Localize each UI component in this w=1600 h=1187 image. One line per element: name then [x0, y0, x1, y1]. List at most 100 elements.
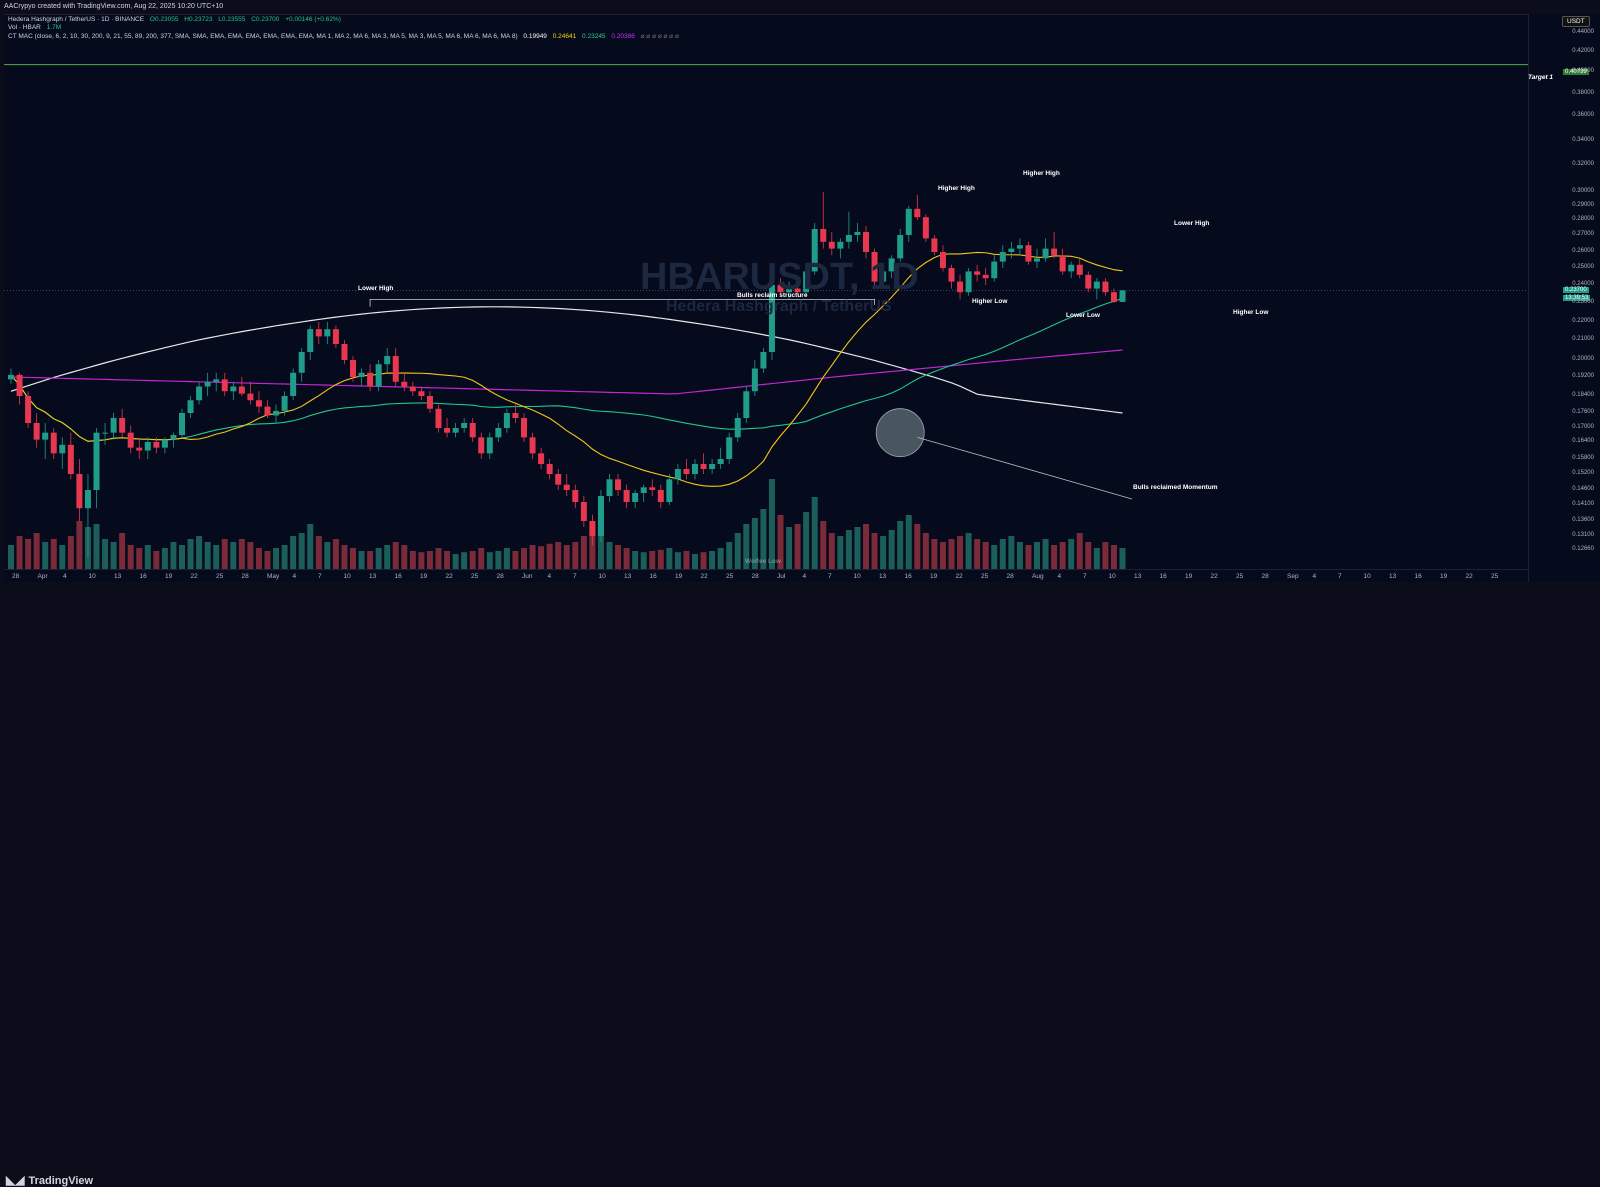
date-tick-label: Sep [1287, 573, 1299, 580]
volume-bar [213, 545, 220, 569]
annotation-bulls-reclaimed-momentum[interactable]: Bulls reclaimed Momentum [1133, 484, 1218, 491]
annotation-higher-high-2[interactable]: Higher High [1023, 170, 1060, 177]
candle-body [948, 268, 955, 282]
volume-bar [888, 530, 895, 569]
ma-white-line [10, 306, 1123, 414]
watermark-name: Hedera Hashgraph / TetherUS [666, 298, 892, 315]
volume-bar [418, 552, 425, 569]
date-tick-label: 16 [139, 573, 147, 580]
annotation-higher-low-1[interactable]: Higher Low [972, 298, 1008, 305]
date-tick-label: 7 [1083, 573, 1087, 580]
chart-pane[interactable] [4, 14, 1528, 583]
volume-bar [127, 545, 134, 569]
candle-body [255, 400, 262, 407]
date-tick-label: 13 [1134, 573, 1142, 580]
candle-body [1093, 281, 1100, 289]
volume-bar [444, 551, 451, 569]
date-tick-label: 22 [190, 573, 198, 580]
candle-body [965, 271, 972, 293]
volume-bar [1042, 539, 1049, 569]
annotation-higher-high-1[interactable]: Higher High [938, 185, 975, 192]
volume-bar [67, 536, 74, 569]
candle-body [521, 418, 527, 438]
date-tick-label: 7 [828, 573, 832, 580]
volume-bar [298, 533, 305, 569]
candle-body [982, 274, 989, 279]
annotation-bulls-reclaim-structure[interactable]: Bulls reclaim structure [737, 292, 808, 299]
candle-body [290, 372, 297, 396]
candle-body [1102, 281, 1109, 293]
volume-bar [597, 536, 604, 569]
candle-body [1016, 245, 1023, 249]
candle-body [1008, 248, 1015, 252]
volume-bar [435, 548, 442, 569]
candle-body [777, 285, 784, 293]
date-tick-label: 13 [369, 573, 377, 580]
price-tick-label: 0.40000 [1572, 68, 1594, 74]
price-tick-label: 0.13100 [1572, 532, 1594, 538]
date-tick-label: 4 [547, 573, 552, 580]
volume-bar [33, 533, 40, 569]
volume-bar [555, 542, 562, 569]
candle-body [580, 502, 587, 521]
candle-body [863, 232, 869, 252]
annotation-lower-high-2[interactable]: Lower High [1174, 220, 1210, 227]
ohlc-change: +0.00146 (+0.62%) [285, 16, 341, 23]
candle-body [683, 469, 690, 474]
volume-bar [751, 518, 758, 569]
tradingview-logo-icon: ◣◢ [6, 1173, 25, 1187]
candlestick-plot[interactable] [4, 14, 1528, 569]
symbol-legend[interactable]: Hedera Hashgraph / TetherUS · 1D · BINAN… [8, 16, 345, 23]
candle-body [213, 379, 220, 382]
ma-settings-icons[interactable]: ⌀ ⌀ ⌀ ⌀ ⌀ ⌀ ⌀ [640, 33, 679, 40]
candle-body [298, 352, 305, 373]
volume-bar [880, 536, 887, 569]
price-tick-label: 0.18400 [1572, 392, 1594, 398]
candle-body [76, 474, 83, 509]
tradingview-logo[interactable]: ◣◢ TradingView [6, 1173, 93, 1187]
candle-body [1076, 264, 1083, 275]
candle-body [187, 400, 194, 413]
volume-bar [469, 551, 476, 569]
date-tick-label: 16 [1414, 573, 1422, 580]
volume-bar [538, 546, 545, 569]
candle-body [127, 432, 134, 448]
price-tick-label: 0.22000 [1572, 318, 1594, 324]
date-tick-label: 13 [114, 573, 122, 580]
volume-bar [187, 539, 194, 569]
created-by-text: AACrypyo created with TradingView.com, A… [4, 3, 224, 10]
ohlc-open: O0.23055 [149, 16, 179, 23]
price-tick-label: 0.19200 [1572, 373, 1594, 379]
candle-body [922, 217, 929, 239]
candle-body [717, 459, 724, 464]
time-axis[interactable] [4, 569, 1528, 583]
volume-legend[interactable]: Vol · HBAR 1.7M [8, 24, 65, 31]
candle-body [418, 391, 425, 396]
volume-bar [136, 548, 143, 569]
volume-bar [1051, 545, 1058, 569]
volume-bar [495, 551, 502, 569]
currency-button[interactable]: USDT [1562, 16, 1590, 27]
ma-green-line [10, 297, 1123, 442]
candle-body [435, 408, 442, 428]
volume-bar [734, 533, 741, 569]
price-tick-label: 0.15800 [1572, 455, 1594, 461]
volume-bar [640, 552, 647, 569]
candle-body [880, 271, 887, 282]
candle-body [144, 442, 151, 451]
date-tick-label: 10 [598, 573, 606, 580]
volume-bar [845, 530, 852, 569]
candle-body [392, 356, 399, 382]
candle-body [8, 374, 14, 380]
ma-legend[interactable]: CT MAC (close, 6, 2, 10, 30, 200, 9, 21,… [8, 32, 683, 40]
annotation-lower-high-1[interactable]: Lower High [358, 285, 394, 292]
price-tick-label: 0.17000 [1572, 424, 1594, 430]
candle-body [495, 428, 502, 438]
annotation-higher-low-2[interactable]: Higher Low [1233, 309, 1269, 316]
candle-body [726, 437, 733, 459]
annotation-lower-low[interactable]: Lower Low [1066, 312, 1100, 319]
date-tick-label: 25 [726, 573, 734, 580]
candle-body [332, 329, 339, 344]
candle-body [597, 496, 604, 536]
volume-bar [837, 536, 844, 569]
